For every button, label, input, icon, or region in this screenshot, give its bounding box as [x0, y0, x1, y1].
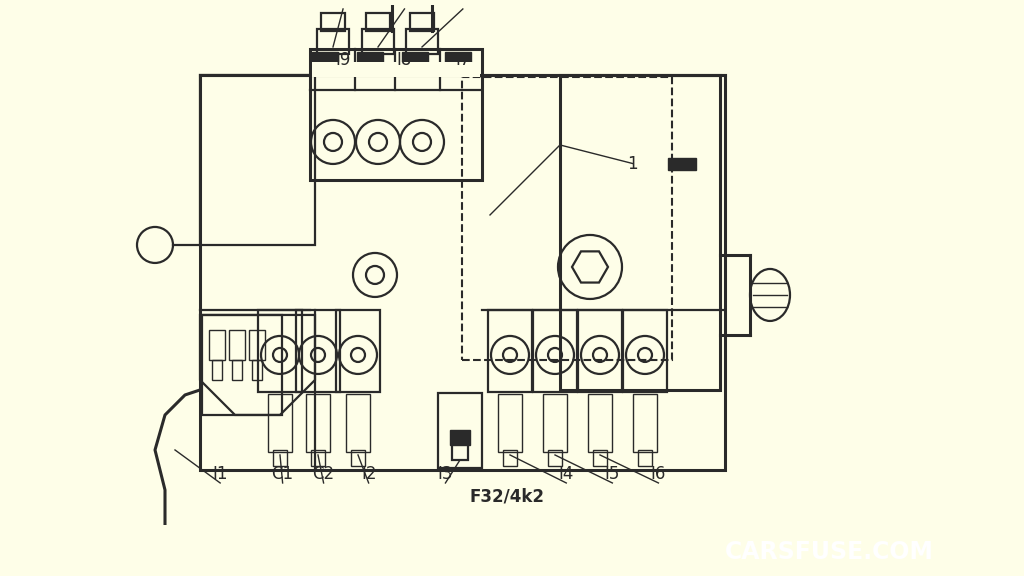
Bar	[410, 13, 434, 31]
Bar	[362, 29, 394, 54]
Bar	[668, 158, 696, 170]
Bar	[311, 450, 325, 466]
Bar	[406, 29, 438, 54]
Bar	[312, 52, 338, 62]
Bar	[450, 430, 470, 445]
Bar	[232, 360, 242, 380]
Bar	[321, 13, 345, 31]
Bar	[633, 394, 657, 452]
Bar	[488, 310, 532, 392]
Bar	[209, 330, 225, 360]
Text: C2: C2	[312, 465, 335, 483]
Bar	[438, 393, 482, 468]
Bar	[548, 450, 562, 466]
Text: 1: 1	[628, 154, 638, 173]
Bar	[402, 52, 428, 62]
Bar	[268, 394, 292, 452]
Bar	[578, 310, 622, 392]
Bar	[498, 394, 522, 452]
Bar	[306, 394, 330, 452]
Bar	[336, 310, 380, 392]
Bar	[312, 62, 480, 77]
Bar	[310, 49, 482, 180]
Text: I2: I2	[360, 465, 377, 483]
Text: CARSFUSE.COM: CARSFUSE.COM	[725, 540, 934, 563]
Bar	[351, 450, 365, 466]
Bar	[296, 310, 340, 392]
Bar	[346, 394, 370, 452]
Bar	[503, 450, 517, 466]
Text: I6: I6	[650, 465, 667, 483]
Bar	[593, 450, 607, 466]
Bar	[273, 450, 287, 466]
Bar	[317, 29, 349, 54]
Bar	[258, 310, 302, 392]
Bar	[229, 330, 245, 360]
Bar	[200, 75, 315, 245]
Text: I1: I1	[212, 465, 228, 483]
Bar	[638, 450, 652, 466]
Bar	[202, 315, 282, 415]
Text: I8: I8	[396, 51, 413, 69]
Bar	[560, 75, 720, 390]
Bar	[366, 13, 390, 31]
Bar	[543, 394, 567, 452]
Bar	[200, 75, 725, 470]
Bar	[623, 310, 667, 392]
Bar	[534, 310, 577, 392]
Bar	[249, 330, 265, 360]
Text: I7: I7	[455, 51, 471, 69]
Bar	[588, 394, 612, 452]
Text: I9: I9	[335, 51, 351, 69]
Bar	[252, 360, 262, 380]
Text: C1: C1	[271, 465, 294, 483]
Text: I5: I5	[604, 465, 621, 483]
Text: I3: I3	[437, 465, 454, 483]
Bar	[462, 77, 672, 360]
Bar	[357, 52, 383, 62]
Bar	[445, 52, 471, 62]
Bar	[452, 442, 468, 460]
Text: F32/4k2: F32/4k2	[469, 487, 545, 505]
Bar	[212, 360, 222, 380]
Text: I4: I4	[558, 465, 574, 483]
